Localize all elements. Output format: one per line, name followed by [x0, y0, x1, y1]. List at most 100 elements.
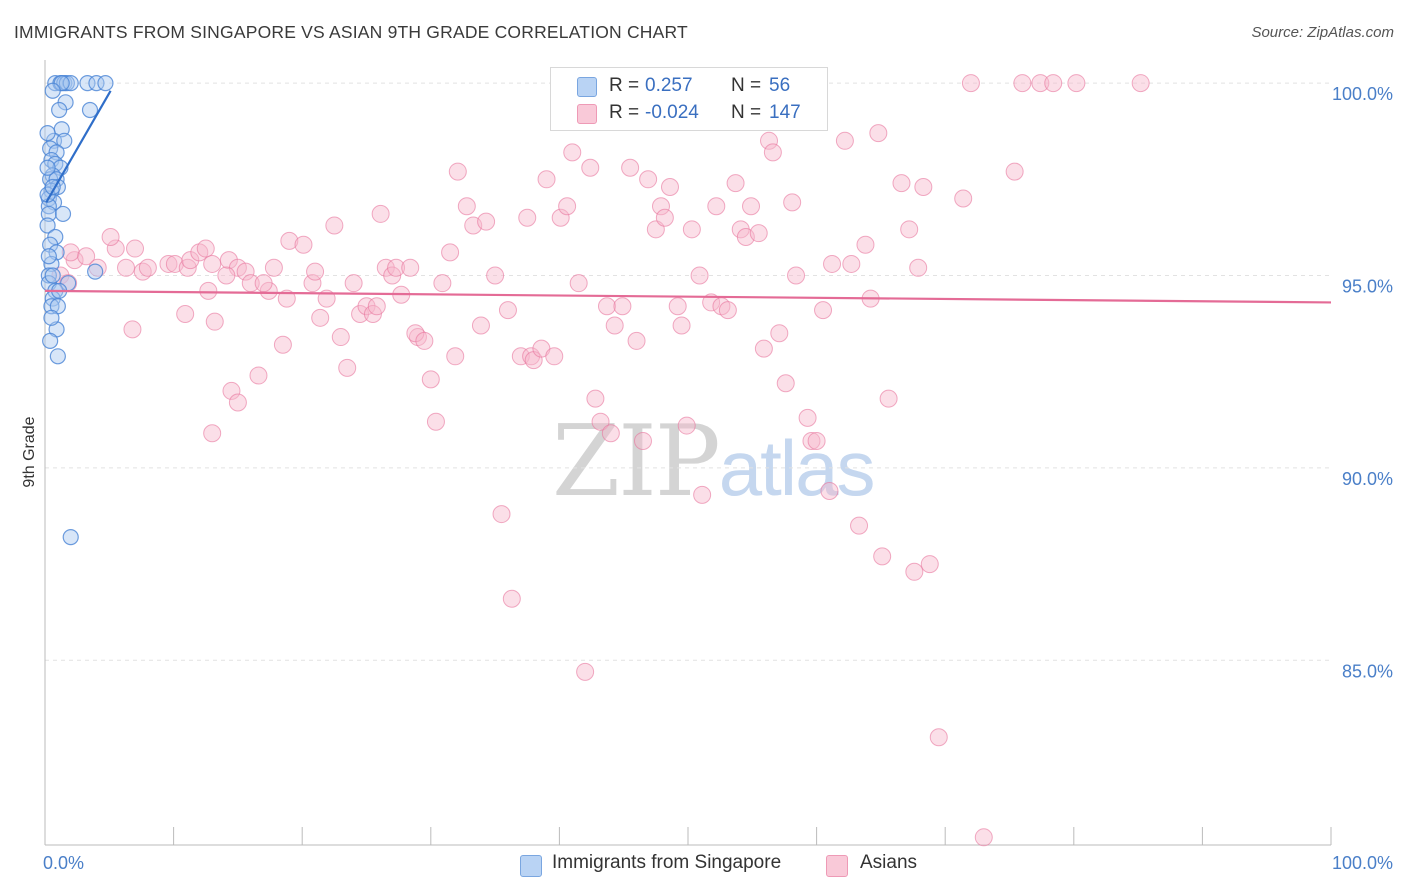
asians-point: [900, 220, 919, 239]
asians-point: [387, 258, 406, 277]
asians-point: [415, 331, 434, 350]
singapore-point: [62, 74, 79, 92]
singapore-point: [40, 205, 57, 223]
singapore-point: [40, 248, 57, 265]
asians-point: [905, 562, 924, 581]
watermark: ZIPatlas: [552, 405, 876, 519]
asians-point: [672, 316, 691, 335]
asians-point: [181, 251, 200, 270]
asians-point: [426, 412, 445, 431]
asians-point: [545, 347, 564, 366]
asians-point: [798, 408, 817, 427]
asians-point: [376, 258, 395, 277]
singapore-point: [49, 348, 66, 365]
asians-point: [718, 301, 737, 320]
legend-swatch-pink: [577, 104, 597, 124]
asians-point: [311, 308, 330, 327]
singapore-point: [43, 309, 60, 326]
asians-point: [106, 239, 125, 258]
singapore-point: [39, 159, 56, 176]
asians-point: [823, 254, 842, 273]
asians-point: [338, 358, 357, 377]
asians-points: [51, 74, 1150, 847]
singapore-point: [62, 529, 79, 546]
x-tick-label-max: 100.0%: [1332, 853, 1393, 873]
bottom-legend-label: Asians: [860, 852, 918, 873]
asians-point: [1131, 74, 1150, 93]
asians-point: [344, 274, 363, 293]
legend-r-value: -0.024: [645, 102, 699, 123]
singapore-point: [79, 74, 96, 92]
asians-point: [742, 197, 761, 216]
asians-point: [217, 266, 236, 285]
asians-point: [551, 208, 570, 227]
asians-point: [929, 728, 948, 747]
asians-point: [856, 235, 875, 254]
asians-point: [61, 243, 80, 262]
asians-point: [471, 316, 490, 335]
asians-point: [1005, 162, 1024, 181]
source-label: Source: ZipAtlas.com: [1251, 24, 1394, 41]
x-tick-label-min: 0.0%: [43, 853, 84, 873]
asians-point: [621, 158, 640, 177]
asians-point: [820, 481, 839, 500]
singapore-point: [39, 125, 56, 142]
asians-point: [492, 505, 511, 524]
asians-point: [498, 301, 517, 320]
asians-point: [126, 239, 145, 258]
trend-lines: [44, 90, 1332, 304]
singapore-point: [97, 74, 114, 92]
asians-point: [367, 297, 386, 316]
asians-point: [303, 274, 322, 293]
singapore-point: [39, 217, 56, 234]
asians-point: [371, 204, 390, 223]
singapore-point: [51, 101, 68, 119]
asians-trend-line: [44, 289, 1332, 304]
asians-point: [668, 297, 687, 316]
asians-point: [203, 424, 222, 443]
asians-point: [159, 254, 178, 273]
legend-swatch-blue: [577, 77, 597, 97]
asians-point: [477, 212, 496, 231]
asians-point: [249, 366, 268, 385]
asians-point: [280, 231, 299, 250]
asians-point: [518, 208, 537, 227]
asians-point: [537, 170, 556, 189]
axes: [44, 60, 1332, 846]
asians-point: [576, 662, 595, 681]
asians-point: [138, 258, 157, 277]
axis-labels: 100.0% 95.0% 90.0% 85.0% 0.0% 100.0% 9th Grade: [21, 84, 1393, 873]
asians-point: [581, 158, 600, 177]
asians-point: [254, 274, 273, 293]
asians-point: [1044, 74, 1063, 93]
asians-point: [787, 266, 806, 285]
asians-point: [770, 324, 789, 343]
asians-point: [569, 274, 588, 293]
singapore-point: [54, 205, 72, 223]
asians-point: [502, 589, 521, 608]
asians-point: [760, 131, 779, 150]
asians-point: [763, 143, 782, 162]
singapore-point: [87, 263, 104, 280]
singapore-point: [42, 332, 59, 350]
asians-point: [306, 262, 325, 281]
asians-point: [357, 297, 376, 316]
singapore-point: [81, 101, 99, 119]
asians-point: [486, 266, 505, 285]
asians-point: [196, 239, 215, 258]
asians-point: [433, 274, 452, 293]
asians-point: [1067, 74, 1086, 93]
watermark-zip: ZIP: [552, 405, 721, 519]
asians-point: [597, 297, 616, 316]
asians-point: [294, 235, 313, 254]
asians-point: [199, 281, 218, 300]
legend-r-label: R =: [609, 102, 640, 123]
asians-point: [331, 328, 350, 347]
asians-point: [693, 485, 712, 504]
gridlines: [45, 82, 1331, 661]
legend-row-asians: R = -0.024 N = 147: [551, 99, 827, 127]
singapore-point: [44, 267, 61, 284]
asians-point: [807, 431, 826, 450]
bottom-legend-swatch-pink: [826, 855, 848, 877]
legend-n-label: N =: [731, 102, 762, 123]
